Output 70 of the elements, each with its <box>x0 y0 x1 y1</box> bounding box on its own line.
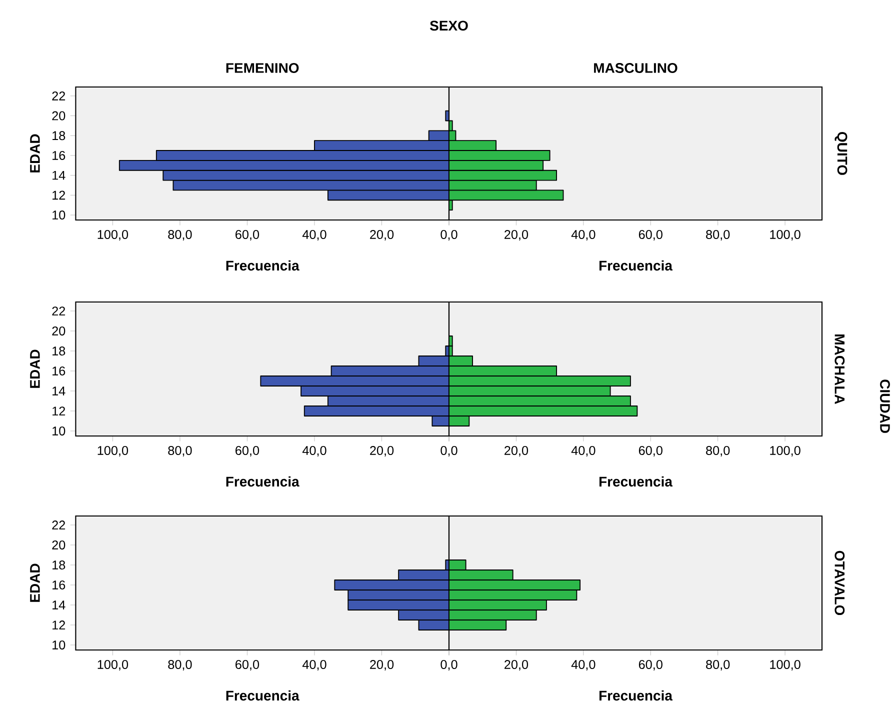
x-tick-label: 40,0 <box>302 230 326 241</box>
y-tick-label: 20 <box>52 540 66 550</box>
chart-title: FEMENINO <box>226 63 299 73</box>
x-tick-label: 0,0 <box>440 446 458 457</box>
y-tick-label: 16 <box>52 366 66 376</box>
y-tick-label: 14 <box>52 600 66 610</box>
x-tick-label: 80,0 <box>168 230 192 241</box>
x-tick-label: 40,0 <box>571 446 596 457</box>
x-axis-title: Frecuencia <box>226 260 300 271</box>
x-tick-label: 80,0 <box>168 446 192 457</box>
x-tick-label: 100,0 <box>770 660 800 671</box>
y-tick-label: 22 <box>52 306 66 316</box>
x-tick-label: 60,0 <box>638 446 662 457</box>
y-tick-label: 18 <box>52 560 66 570</box>
y-axis-title: EDAD <box>30 564 40 602</box>
y-axis-title: EDAD <box>30 134 40 172</box>
y-tick-label: 10 <box>52 426 66 436</box>
x-tick-label: 40,0 <box>571 230 596 241</box>
y-tick-label: 20 <box>52 326 66 336</box>
x-tick-label: 60,0 <box>236 446 260 457</box>
x-axis-title: Frecuencia <box>599 690 673 701</box>
x-tick-label: 60,0 <box>638 230 662 241</box>
x-tick-label: 80,0 <box>706 230 730 241</box>
x-tick-label: 80,0 <box>706 446 730 457</box>
y-tick-label: 16 <box>52 150 66 160</box>
x-tick-label: 100,0 <box>98 446 128 457</box>
x-axis-title: Frecuencia <box>226 690 300 701</box>
y-tick-label: 12 <box>52 190 66 200</box>
x-tick-label: 40,0 <box>302 446 326 457</box>
y-tick-label: 10 <box>52 210 66 220</box>
y2-axis-title: QUITO <box>834 132 848 175</box>
x-tick-label: 60,0 <box>236 660 260 671</box>
y2-axis-title: OTAVALO <box>834 550 845 616</box>
x-tick-label: 100,0 <box>98 230 128 241</box>
x-tick-label: 100,0 <box>770 230 800 241</box>
x-tick-label: 100,0 <box>98 660 128 671</box>
x-tick-label: 20,0 <box>504 446 528 457</box>
y-tick-label: 20 <box>52 111 66 120</box>
y-tick-label: 14 <box>52 170 66 180</box>
text: CIUDAD <box>880 380 890 433</box>
x-tick-label: 20,0 <box>504 660 528 671</box>
x-axis-title: Frecuencia <box>226 476 300 487</box>
y-tick-label: 18 <box>52 131 66 140</box>
y-tick-label: 22 <box>52 91 66 100</box>
y-tick-label: 14 <box>52 386 66 396</box>
chart-title: MASCULINO <box>594 63 678 73</box>
y-tick-label: 16 <box>52 580 66 590</box>
x-tick-label: 40,0 <box>302 660 326 671</box>
y-tick-label: 10 <box>52 640 66 650</box>
x-tick-label: 40,0 <box>571 660 596 671</box>
x-axis-title: Frecuencia <box>599 476 673 487</box>
y-axis-title: EDAD <box>30 350 40 388</box>
x-tick-label: 0,0 <box>440 660 458 671</box>
x-tick-label: 20,0 <box>370 446 394 457</box>
x-tick-label: 80,0 <box>706 660 730 671</box>
y-tick-label: 12 <box>52 620 66 630</box>
y-tick-label: 22 <box>52 520 66 530</box>
x-axis-title: Frecuencia <box>599 260 673 271</box>
y2-axis-title: MACHALA <box>834 334 845 404</box>
x-tick-label: 60,0 <box>236 230 260 241</box>
y-tick-label: 12 <box>52 406 66 416</box>
x-tick-label: 20,0 <box>370 660 394 671</box>
text: SEXO <box>430 20 468 31</box>
x-tick-label: 0,0 <box>440 230 458 241</box>
x-tick-label: 80,0 <box>168 660 192 671</box>
x-tick-label: 20,0 <box>504 230 528 241</box>
x-tick-label: 100,0 <box>770 446 800 457</box>
x-tick-label: 20,0 <box>370 230 394 241</box>
x-tick-label: 60,0 <box>638 660 662 671</box>
y-tick-label: 18 <box>52 346 66 356</box>
